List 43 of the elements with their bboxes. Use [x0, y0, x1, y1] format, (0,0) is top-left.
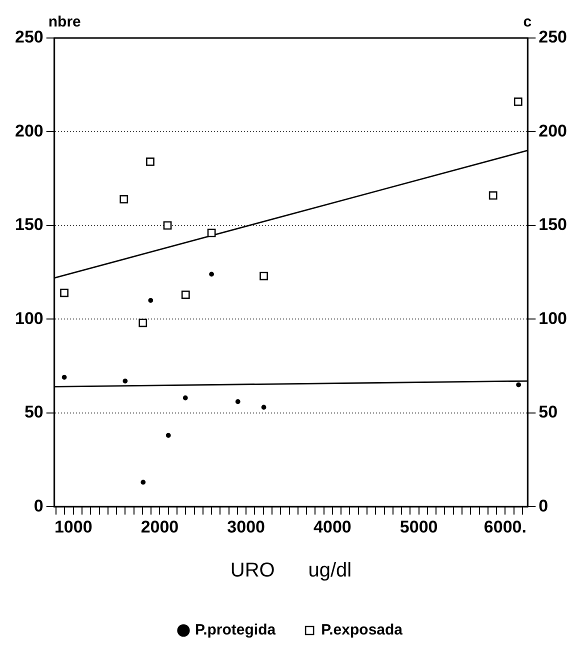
y2-tick-label: 100 [538, 308, 568, 328]
legend-label: P.protegida [194, 622, 276, 639]
y-tick-label: 250 [14, 28, 44, 47]
point [163, 221, 172, 230]
point [146, 158, 154, 166]
point [62, 374, 67, 380]
y2-tick-label: 50 [538, 402, 558, 422]
point [166, 432, 171, 438]
y-tick-label: 200 [14, 121, 44, 140]
point [182, 395, 188, 400]
y2-tick-label: 0 [538, 496, 548, 516]
x-tick-label: 3000 [227, 517, 266, 536]
point [122, 378, 128, 384]
y-tick-label: 100 [14, 308, 44, 328]
x-tick-label: 2000 [140, 517, 179, 536]
y2-tick-label: 150 [538, 215, 568, 234]
point [488, 191, 498, 200]
point [516, 382, 522, 388]
point [261, 404, 266, 410]
point [207, 228, 216, 238]
y-tick-label: 150 [14, 215, 44, 234]
x-tick-label: 1000 [54, 517, 92, 536]
point [209, 272, 214, 277]
point [138, 318, 148, 328]
y2-tick-label: 250 [538, 28, 568, 47]
legend-label: P.exposada [321, 622, 404, 639]
point [140, 480, 146, 485]
x-axis-title: URO ug/dl [230, 560, 352, 582]
point [120, 195, 128, 204]
point [148, 298, 154, 303]
y-tick-label: 50 [24, 402, 44, 422]
y2-tick-label: 200 [538, 121, 568, 140]
point [260, 272, 268, 280]
point [60, 288, 68, 298]
x-tick-label: 5000 [400, 517, 438, 536]
y-tick-label: 0 [34, 496, 44, 516]
y-axis-title: nbre [48, 14, 81, 31]
x-tick-label: 6000. [484, 517, 526, 536]
point [181, 290, 190, 299]
x-tick-label: 4000 [314, 517, 352, 536]
y2-axis-title: c [523, 14, 532, 31]
point [235, 399, 240, 404]
point [514, 98, 522, 106]
